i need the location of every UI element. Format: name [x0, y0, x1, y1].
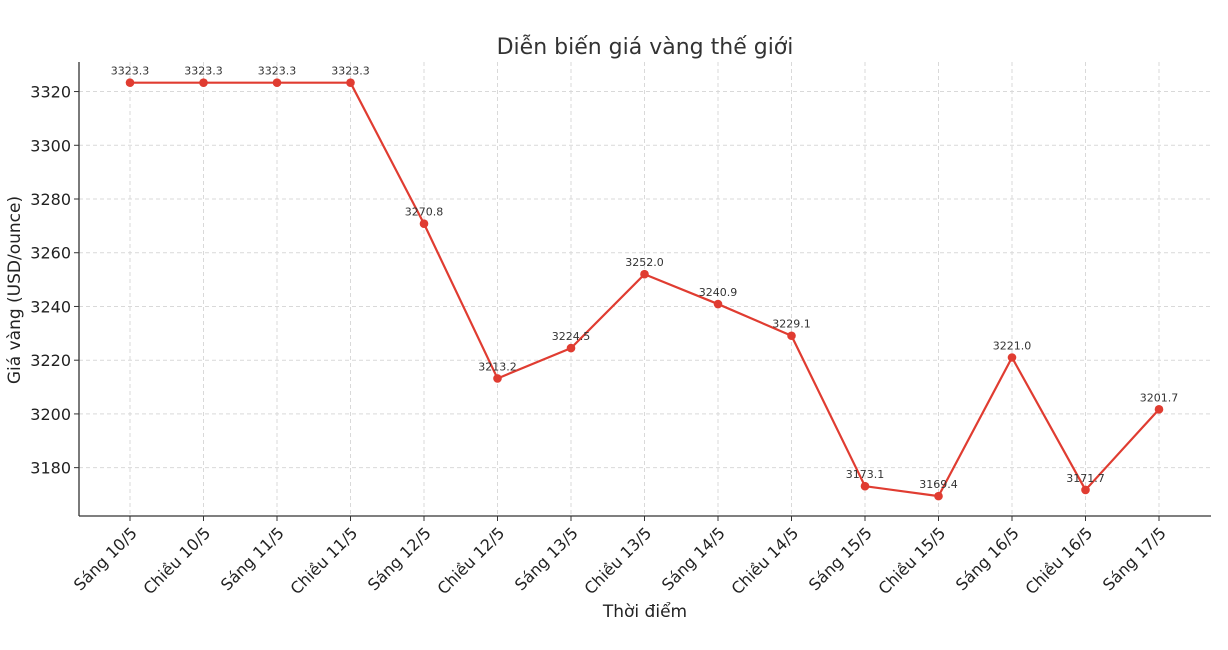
x-tick-label: Sáng 16/5 — [952, 523, 1023, 594]
data-label: 3229.1 — [772, 318, 811, 331]
data-label: 3323.3 — [331, 65, 370, 78]
data-point — [640, 269, 649, 279]
data-label: 3169.4 — [919, 478, 958, 491]
x-tick-label: Sáng 11/5 — [217, 523, 288, 594]
data-label: 3323.3 — [111, 65, 150, 78]
y-tick-label: 3320 — [30, 83, 71, 102]
y-tick-label: 3180 — [30, 459, 71, 478]
data-label: 3224.5 — [552, 330, 591, 343]
x-tick-label: Sáng 13/5 — [511, 523, 582, 594]
data-label: 3252.0 — [625, 256, 664, 269]
axes: 3180 3200 3220 3240 3260 3280 3300 3320 Sáng 10/… — [30, 62, 1211, 598]
y-tick-label: 3220 — [30, 351, 71, 370]
data-label: 3201.7 — [1140, 391, 1179, 404]
data-point — [1007, 353, 1017, 362]
data-point — [493, 374, 502, 383]
y-tick-label: 3240 — [30, 297, 71, 316]
data-point — [1081, 485, 1090, 495]
series-price — [125, 78, 1164, 501]
data-point — [566, 343, 576, 353]
x-tick-label: Chiều 11/5 — [287, 523, 362, 598]
x-tick-label: Sáng 14/5 — [658, 523, 729, 594]
data-label: 3323.3 — [258, 65, 297, 78]
data-point — [713, 299, 723, 309]
x-tick-label: Sáng 17/5 — [1099, 523, 1170, 594]
data-point — [934, 491, 943, 501]
data-point — [860, 481, 870, 491]
x-tick-label: Chiều 15/5 — [875, 523, 950, 598]
chart-title: Diễn biến giá vàng thế giới — [497, 34, 794, 60]
data-point — [125, 78, 135, 87]
data-labels: 3323.3 3323.3 3323.3 3323.3 3270.8 3213.2 3224… — [111, 65, 1179, 491]
data-label: 3213.2 — [478, 360, 517, 373]
y-tick-label: 3300 — [30, 136, 71, 155]
x-tick-label: Chiều 14/5 — [728, 523, 803, 598]
data-point — [199, 78, 208, 87]
x-tick-label: Chiều 13/5 — [581, 523, 656, 598]
x-tick-label: Chiều 12/5 — [434, 523, 509, 598]
data-label: 3171.7 — [1066, 472, 1105, 485]
data-label: 3270.8 — [405, 206, 444, 219]
x-tick-label: Chiều 16/5 — [1022, 523, 1097, 598]
data-point — [346, 78, 355, 87]
x-tick-label: Chiều 10/5 — [140, 523, 215, 598]
data-point — [787, 331, 796, 341]
y-axis-label: Giá vàng (USD/ounce) — [5, 196, 25, 384]
y-tick-label: 3260 — [30, 244, 71, 263]
x-tick-label: Sáng 12/5 — [364, 523, 435, 594]
grid-lines — [79, 62, 1211, 516]
data-label: 3323.3 — [184, 65, 223, 78]
x-tick-label: Sáng 10/5 — [70, 523, 141, 594]
y-tick-label: 3280 — [30, 190, 71, 209]
data-label: 3173.1 — [846, 468, 885, 481]
x-tick-label: Sáng 15/5 — [805, 523, 876, 594]
y-tick-label: 3200 — [30, 405, 71, 424]
data-point — [272, 78, 282, 87]
data-point — [419, 219, 429, 229]
data-point — [1154, 405, 1164, 414]
data-label: 3240.9 — [699, 286, 738, 299]
x-axis-label: Thời điểm — [602, 601, 687, 622]
data-label: 3221.0 — [993, 340, 1032, 353]
